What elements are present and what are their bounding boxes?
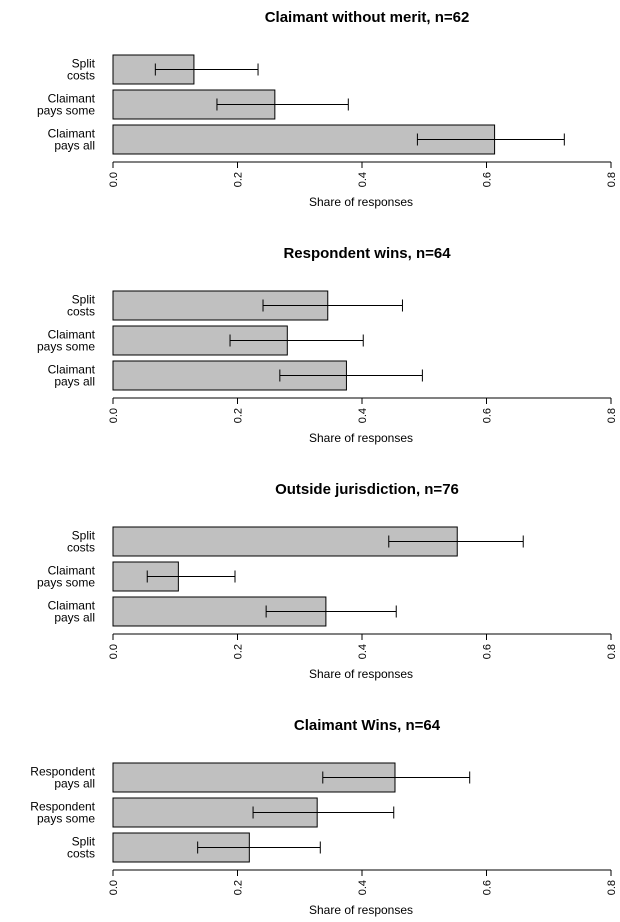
category-label: costs	[67, 541, 95, 555]
x-axis-label: Share of responses	[309, 195, 413, 209]
x-tick-label: 0.8	[606, 880, 618, 895]
category-label: Respondent	[30, 800, 95, 814]
chart-title: Claimant Wins, n=64	[294, 717, 441, 734]
x-tick-label: 0.6	[482, 408, 494, 423]
x-tick-label: 0.4	[357, 644, 369, 659]
x-tick-label: 0.2	[233, 644, 245, 659]
category-label: pays all	[54, 139, 95, 153]
x-tick-label: 0.2	[233, 880, 245, 895]
category-label: Claimant	[48, 92, 96, 106]
category-label: pays some	[37, 340, 95, 354]
x-tick-label: 0.4	[357, 408, 369, 423]
category-label: Claimant	[48, 363, 96, 377]
x-tick-label: 0.6	[482, 644, 494, 659]
category-label: Claimant	[48, 127, 96, 141]
x-tick-label: 0.0	[108, 880, 120, 895]
x-tick-label: 0.8	[606, 172, 618, 187]
x-tick-label: 0.0	[108, 172, 120, 187]
category-label: Split	[72, 529, 96, 543]
category-label: costs	[67, 305, 95, 319]
chart-title: Respondent wins, n=64	[283, 245, 451, 262]
category-label: pays all	[54, 375, 95, 389]
x-axis-label: Share of responses	[309, 431, 413, 445]
category-label: Split	[72, 57, 96, 71]
chart-title: Outside jurisdiction, n=76	[275, 481, 459, 498]
x-tick-label: 0.2	[233, 408, 245, 423]
x-tick-label: 0.8	[606, 644, 618, 659]
category-label: Claimant	[48, 328, 96, 342]
category-label: pays all	[54, 611, 95, 625]
category-label: costs	[67, 847, 95, 861]
x-axis-label: Share of responses	[309, 903, 413, 917]
category-label: Split	[72, 293, 96, 307]
category-label: pays all	[54, 777, 95, 791]
x-tick-label: 0.0	[108, 644, 120, 659]
category-label: Split	[72, 835, 96, 849]
category-label: Respondent	[30, 765, 95, 779]
category-label: pays some	[37, 812, 95, 826]
x-tick-label: 0.0	[108, 408, 120, 423]
category-label: pays some	[37, 576, 95, 590]
chart-title: Claimant without merit, n=62	[265, 9, 470, 26]
x-tick-label: 0.8	[606, 408, 618, 423]
x-tick-label: 0.4	[357, 880, 369, 895]
category-label: Claimant	[48, 564, 96, 578]
x-tick-label: 0.2	[233, 172, 245, 187]
x-tick-label: 0.4	[357, 172, 369, 187]
x-tick-label: 0.6	[482, 172, 494, 187]
category-label: pays some	[37, 104, 95, 118]
x-axis-label: Share of responses	[309, 667, 413, 681]
x-tick-label: 0.6	[482, 880, 494, 895]
category-label: costs	[67, 69, 95, 83]
category-label: Claimant	[48, 599, 96, 613]
